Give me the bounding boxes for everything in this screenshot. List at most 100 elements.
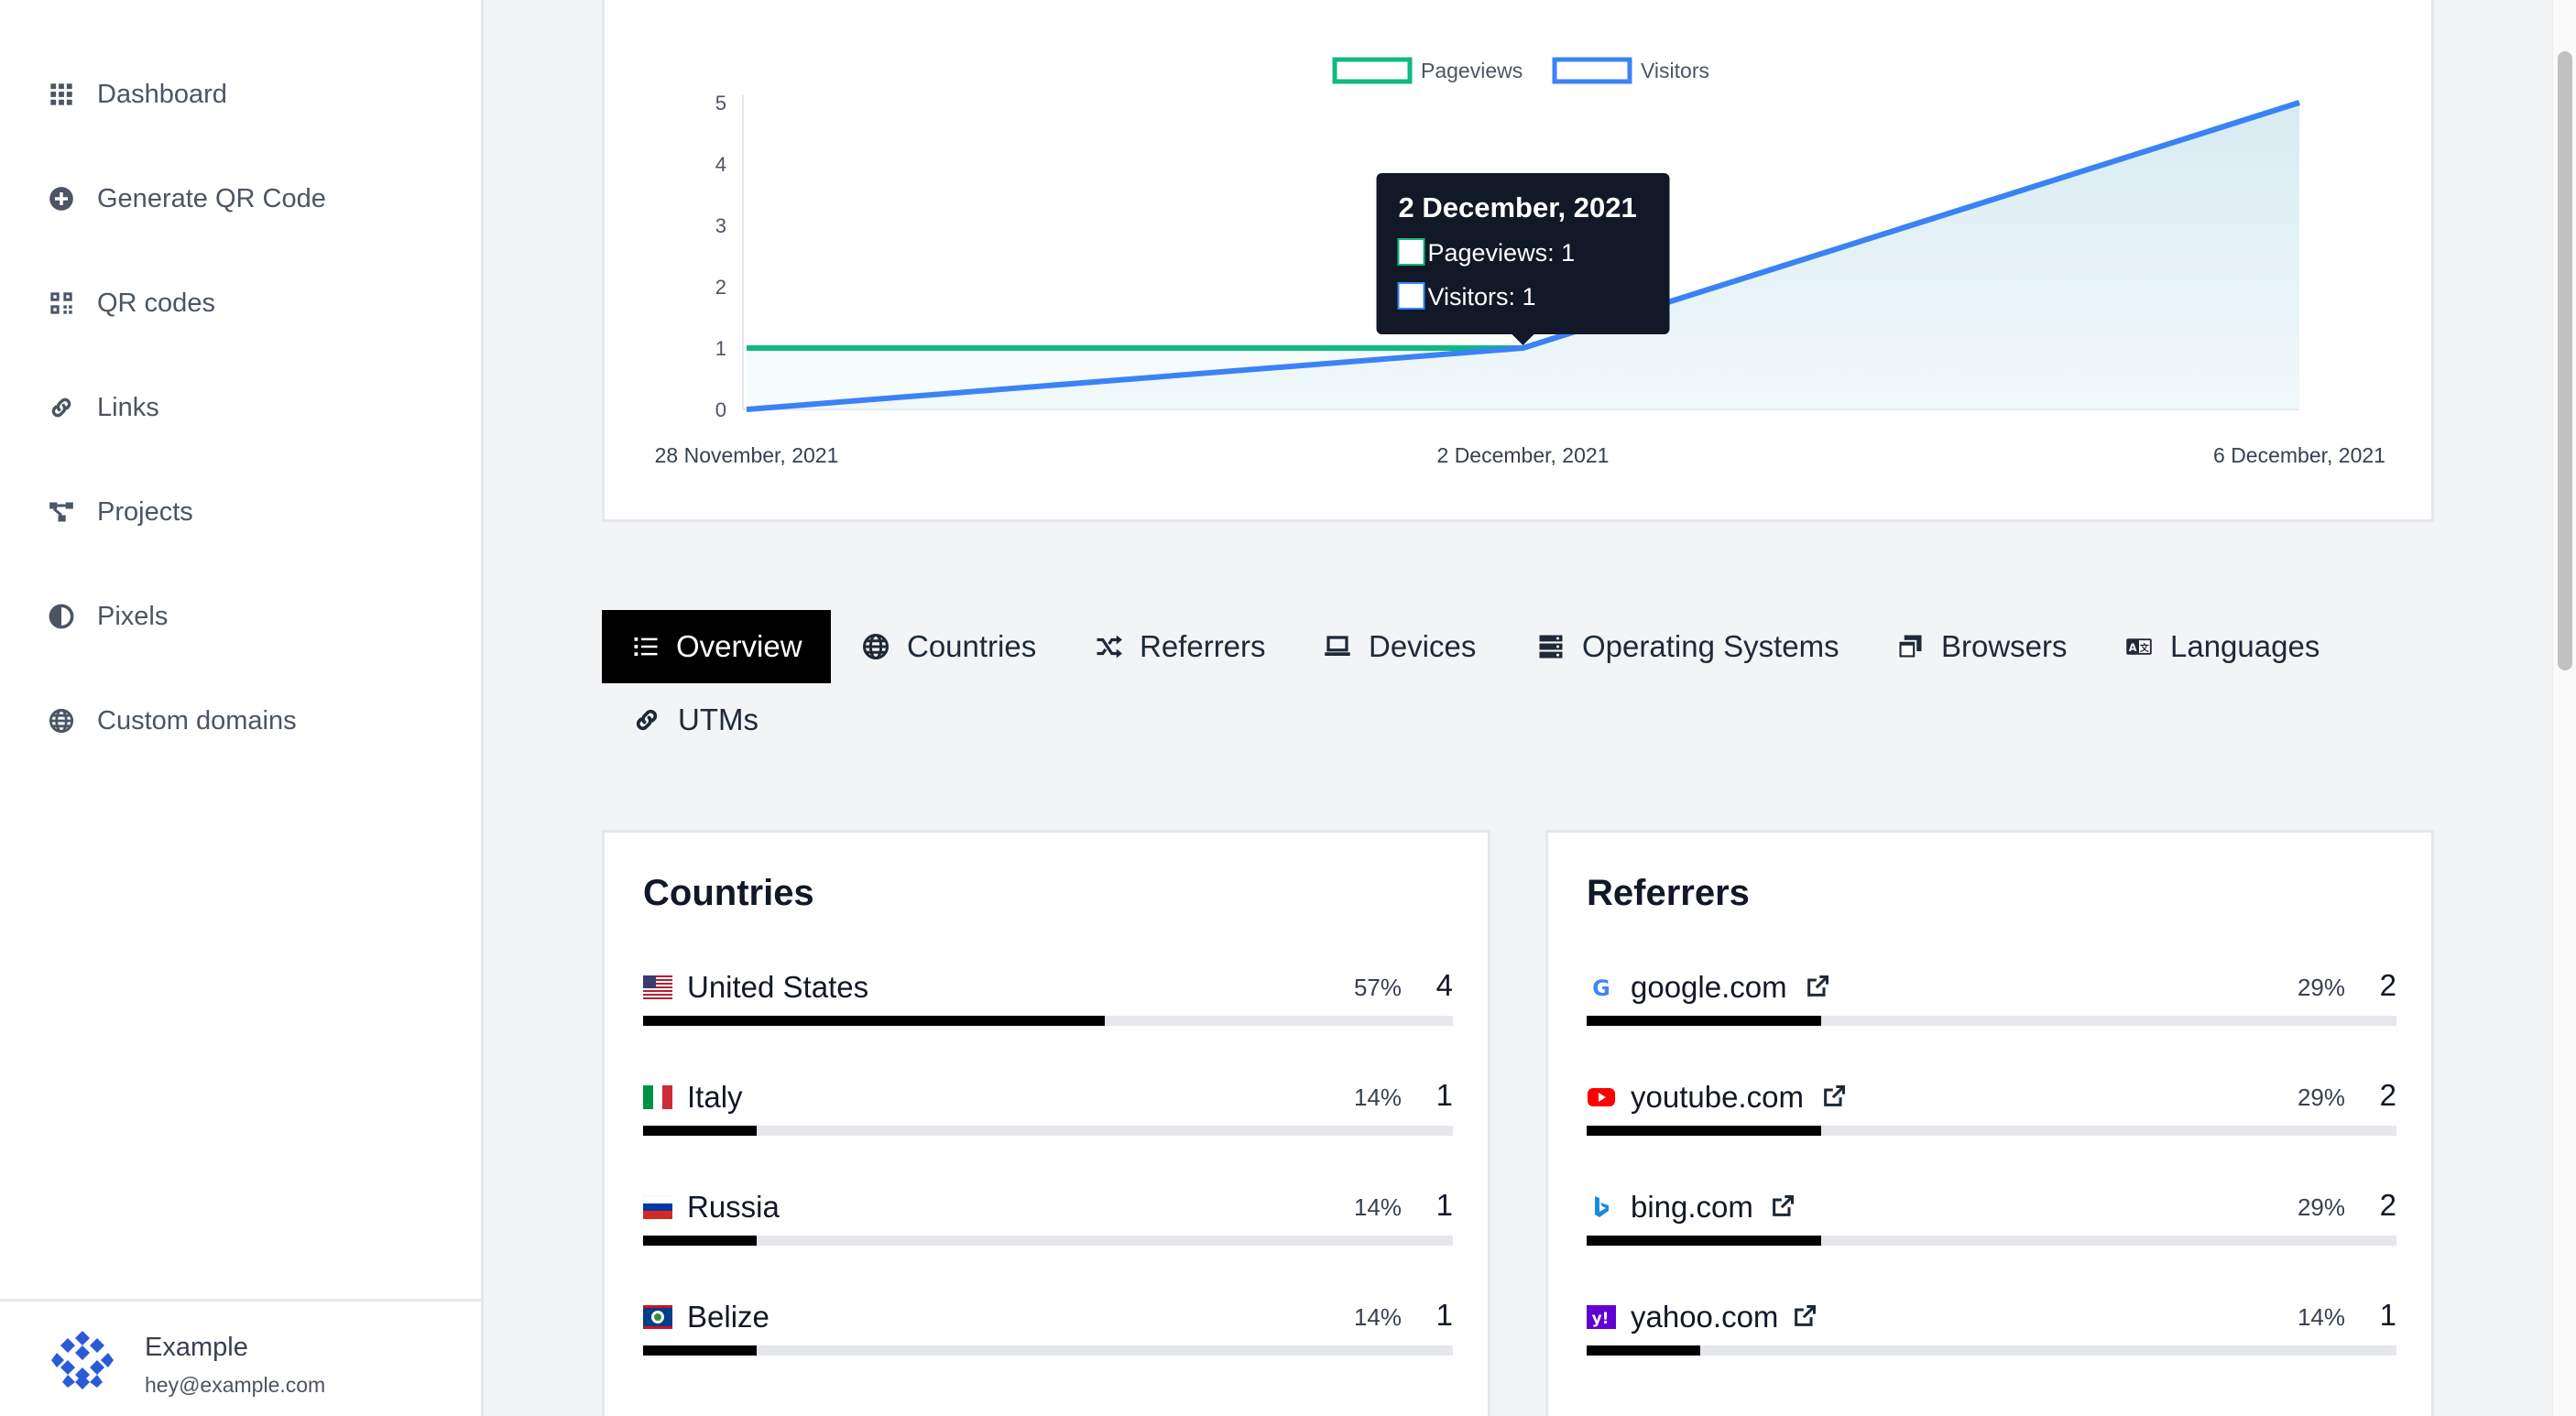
referrer-name: google.com (1631, 970, 1787, 1004)
youtube-icon (1588, 1088, 1615, 1106)
percentage: 14% (1353, 1303, 1402, 1331)
list-item[interactable]: bing.com 29% 2 (1587, 1181, 2396, 1254)
series-line-visitors (746, 100, 2300, 412)
progress-fill (643, 1236, 757, 1246)
link-icon (48, 394, 75, 421)
tab-operating-systems[interactable]: Operating Systems (1506, 610, 1870, 683)
analytics-chart-card: 0 1 2 3 4 5 28 November, 2021 2 December, 2021 6… (602, 0, 2434, 522)
adjust-icon (48, 603, 75, 630)
legend-swatch-pageviews[interactable] (1332, 57, 1413, 84)
tab-referrers[interactable]: Referrers (1064, 610, 1296, 683)
tab-label: Referrers (1140, 629, 1266, 663)
tooltip-line: Pageviews: 1 (1428, 239, 1576, 267)
qrcode-icon (48, 289, 75, 317)
country-name: Russia (687, 1190, 780, 1224)
legend-swatch-visitors[interactable] (1552, 57, 1632, 84)
count: 4 (1435, 968, 1453, 1002)
tooltip-title: 2 December, 2021 (1399, 191, 1637, 223)
sidebar-item-qr-codes[interactable]: QR codes (48, 276, 215, 331)
random-icon (1094, 632, 1123, 661)
referrer-name: bing.com (1631, 1190, 1753, 1224)
tab-label: UTMs (678, 703, 759, 736)
it-flag-icon (643, 1085, 672, 1109)
sidebar-item-links[interactable]: Links (48, 380, 159, 435)
sidebar-item-pixels[interactable]: Pixels (48, 589, 168, 644)
progress-fill (1587, 1126, 1822, 1136)
sidebar-item-custom-domains[interactable]: Custom domains (48, 693, 297, 748)
avatar (49, 1327, 115, 1393)
count: 1 (1435, 1078, 1453, 1112)
scrollbar-thumb[interactable] (2558, 51, 2572, 670)
svg-text:文: 文 (2140, 642, 2150, 654)
user-profile[interactable]: Example hey@example.com (0, 1299, 484, 1416)
tab-devices[interactable]: Devices (1293, 610, 1506, 683)
tooltip-line: Visitors: 1 (1428, 283, 1536, 310)
country-name: Belize (687, 1300, 770, 1334)
sidebar-item-label: Custom domains (97, 705, 297, 735)
external-link-icon[interactable] (1792, 1303, 1817, 1329)
tab-overview[interactable]: Overview (602, 610, 831, 683)
progress-fill (643, 1126, 757, 1136)
tab-label: Browsers (1941, 629, 2068, 663)
tooltip-swatch (1397, 282, 1425, 310)
laptop-icon (1323, 632, 1352, 661)
yahoo-icon: y! (1587, 1305, 1616, 1329)
series-area-visitors (747, 103, 2299, 409)
list-item[interactable]: United States 57% 4 (643, 961, 1453, 1034)
svg-text:A: A (2129, 642, 2137, 654)
tab-label: Overview (676, 629, 802, 663)
line-chart[interactable]: 0 1 2 3 4 5 28 November, 2021 2 December, 2021 6… (605, 0, 2437, 525)
percentage: 57% (1353, 974, 1402, 1001)
tab-countries[interactable]: Countries (831, 610, 1066, 683)
external-link-icon[interactable] (1770, 1193, 1796, 1219)
legend-label-pageviews[interactable]: Pageviews (1421, 59, 1523, 82)
countries-title: Countries (643, 873, 814, 913)
grid-icon (48, 81, 75, 108)
list-item[interactable]: Russia 14% 1 (643, 1181, 1453, 1254)
sidebar-item-dashboard[interactable]: Dashboard (48, 67, 227, 122)
sidebar-item-projects[interactable]: Projects (48, 485, 193, 539)
tooltip-swatch (1397, 238, 1425, 266)
tab-utms[interactable]: UTMs (602, 683, 789, 757)
x-tick-label: 2 December, 2021 (1437, 443, 1610, 467)
user-email: hey@example.com (145, 1373, 326, 1397)
percentage: 14% (1353, 1193, 1402, 1221)
ru-flag-icon (643, 1195, 672, 1219)
percentage: 29% (2297, 974, 2345, 1001)
tab-label: Devices (1369, 629, 1477, 663)
list-item[interactable]: Belize 14% 1 (643, 1291, 1453, 1364)
sidebar-item-generate-qr-code[interactable]: Generate QR Code (48, 171, 326, 226)
external-link-icon[interactable] (1805, 974, 1830, 999)
bz-flag-icon (643, 1305, 672, 1329)
external-link-icon[interactable] (1821, 1084, 1847, 1109)
y-tick-label: 5 (715, 92, 726, 114)
country-name: Italy (687, 1080, 743, 1114)
list-item[interactable]: youtube.com 29% 2 (1587, 1071, 2396, 1144)
count: 2 (2379, 1188, 2396, 1222)
sidebar-item-label: Links (97, 392, 159, 422)
sidebar-item-label: Generate QR Code (97, 183, 326, 213)
list-item[interactable]: y! yahoo.com 14% 1 (1587, 1291, 2396, 1364)
project-diagram-icon (48, 498, 75, 526)
list-item[interactable]: G google.com 29% 2 (1587, 961, 2396, 1034)
percentage: 29% (2297, 1084, 2345, 1111)
sidebar: Dashboard Generate QR Code QR codes Link… (0, 0, 484, 1416)
us-flag-icon (643, 975, 672, 999)
country-name: United States (687, 970, 869, 1004)
sidebar-item-label: Projects (97, 496, 193, 527)
progress-fill (1587, 1345, 1700, 1356)
y-tick-label: 2 (715, 276, 726, 299)
progress-track (643, 1236, 1453, 1246)
sidebar-item-label: QR codes (97, 288, 215, 318)
progress-fill (643, 1345, 757, 1356)
progress-fill (1587, 1016, 1822, 1026)
tab-browsers[interactable]: Browsers (1865, 610, 2098, 683)
scrollbar[interactable] (2552, 0, 2576, 1416)
countries-card: Countries United States 57% 4 Italy 14% … (602, 830, 1490, 1416)
list-item[interactable]: Italy 14% 1 (643, 1071, 1453, 1144)
legend-label-visitors[interactable]: Visitors (1641, 59, 1709, 82)
y-tick-label: 1 (715, 337, 726, 360)
chart-tooltip: 2 December, 2021 Pageviews: 1 Visitors: 1 (1376, 173, 1670, 345)
sidebar-item-label: Pixels (97, 601, 169, 631)
